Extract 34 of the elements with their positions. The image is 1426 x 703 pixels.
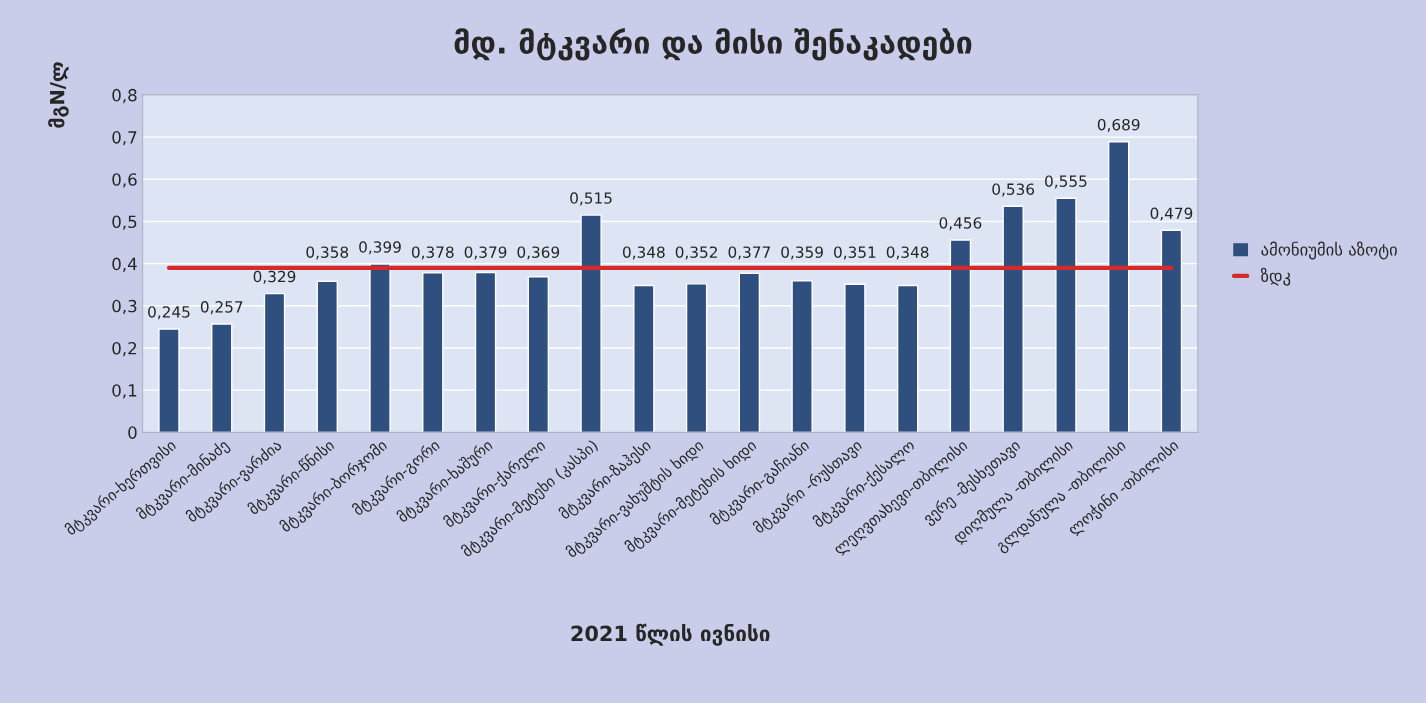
data-label: 0,329: [253, 270, 296, 284]
data-label: 0,399: [359, 241, 401, 255]
data-label: 0,377: [728, 246, 770, 260]
y-tick-label: 0: [128, 426, 137, 439]
data-label: 0,689: [1097, 118, 1140, 132]
data-label: 0,351: [834, 246, 876, 260]
y-tick-label: 0,7: [112, 131, 137, 146]
y-tick-label: 0,1: [112, 384, 137, 399]
data-label: 0,369: [517, 246, 560, 260]
y-tick-label: 0,5: [112, 215, 137, 230]
data-label: 0,515: [570, 192, 612, 206]
data-label: 0,358: [306, 246, 349, 260]
data-label: 0,479: [1150, 207, 1193, 221]
y-tick-label: 0,2: [112, 341, 137, 357]
legend-label: ზდკ: [1260, 267, 1291, 286]
data-label: 0,348: [886, 246, 929, 260]
data-label: 0,536: [992, 183, 1035, 197]
y-axis-title: მგN/ლ: [48, 62, 69, 128]
legend-label: ამონიუმის აზოტი: [1261, 241, 1397, 260]
data-label: 0,245: [148, 306, 190, 320]
y-tick-label: 0,8: [112, 88, 137, 104]
y-tick-label: 0,3: [112, 299, 137, 315]
data-label: 0,456: [939, 217, 982, 231]
data-label: 0,555: [1045, 175, 1087, 189]
x-axis-title: 2021 წლის ივნისი: [571, 623, 770, 646]
data-label: 0,257: [200, 301, 243, 315]
data-label: 0,379: [464, 246, 507, 260]
chart-title: მდ. მტკვარი და მისი შენაკადები: [454, 28, 972, 61]
data-label: 0,359: [781, 246, 823, 260]
y-tick-label: 0,6: [112, 173, 137, 188]
data-label: 0,352: [675, 246, 717, 260]
y-tick-label: 0,4: [112, 257, 137, 272]
data-label: 0,348: [622, 246, 665, 260]
data-label: 0,378: [411, 246, 454, 260]
